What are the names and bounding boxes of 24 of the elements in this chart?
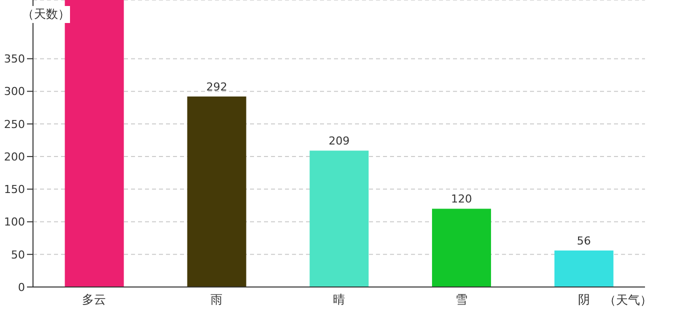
bar — [310, 150, 369, 287]
x-tick-label: 阴 — [578, 292, 590, 307]
data-label: 209 — [328, 134, 350, 148]
y-tick-label: 350 — [4, 52, 25, 66]
y-tick-label: 250 — [4, 118, 25, 131]
y-tick-label: 100 — [4, 216, 25, 229]
data-label: 292 — [206, 80, 228, 94]
y-tick-label: 150 — [4, 183, 25, 196]
x-axis-title: （天气） — [604, 292, 652, 309]
bar — [554, 250, 614, 287]
y-tick-label: 300 — [4, 85, 25, 98]
y-axis-title: （天数） — [22, 6, 70, 23]
bar — [432, 208, 492, 287]
data-label: 120 — [451, 192, 472, 206]
bar — [187, 96, 246, 287]
x-tick-label: 多云 — [82, 292, 106, 307]
data-label: 56 — [576, 234, 591, 248]
y-tick-label: 50 — [11, 248, 25, 262]
y-tick-label: 200 — [4, 150, 25, 164]
bar — [64, 0, 124, 287]
x-tick-label: 雪 — [455, 292, 468, 307]
x-tick-label: 雨 — [210, 292, 223, 307]
x-tick-label: 晴 — [333, 292, 345, 307]
y-tick-label: 0 — [18, 280, 25, 294]
